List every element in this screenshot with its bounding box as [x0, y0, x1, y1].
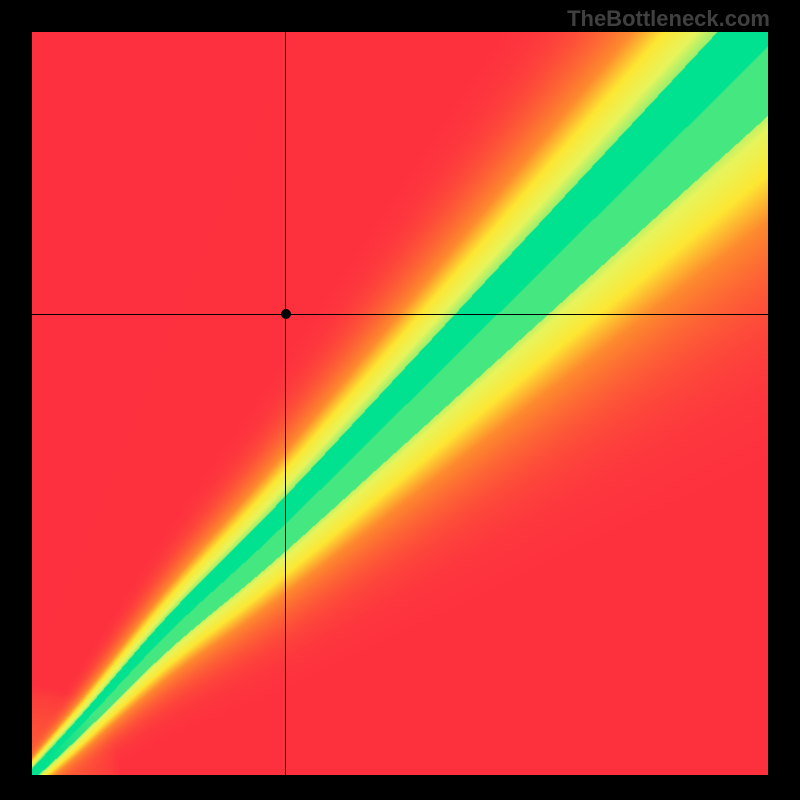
bottleneck-heatmap — [32, 32, 768, 775]
crosshair-horizontal-line — [32, 314, 768, 315]
crosshair-vertical-line — [285, 32, 286, 775]
watermark-text: TheBottleneck.com — [567, 6, 770, 32]
